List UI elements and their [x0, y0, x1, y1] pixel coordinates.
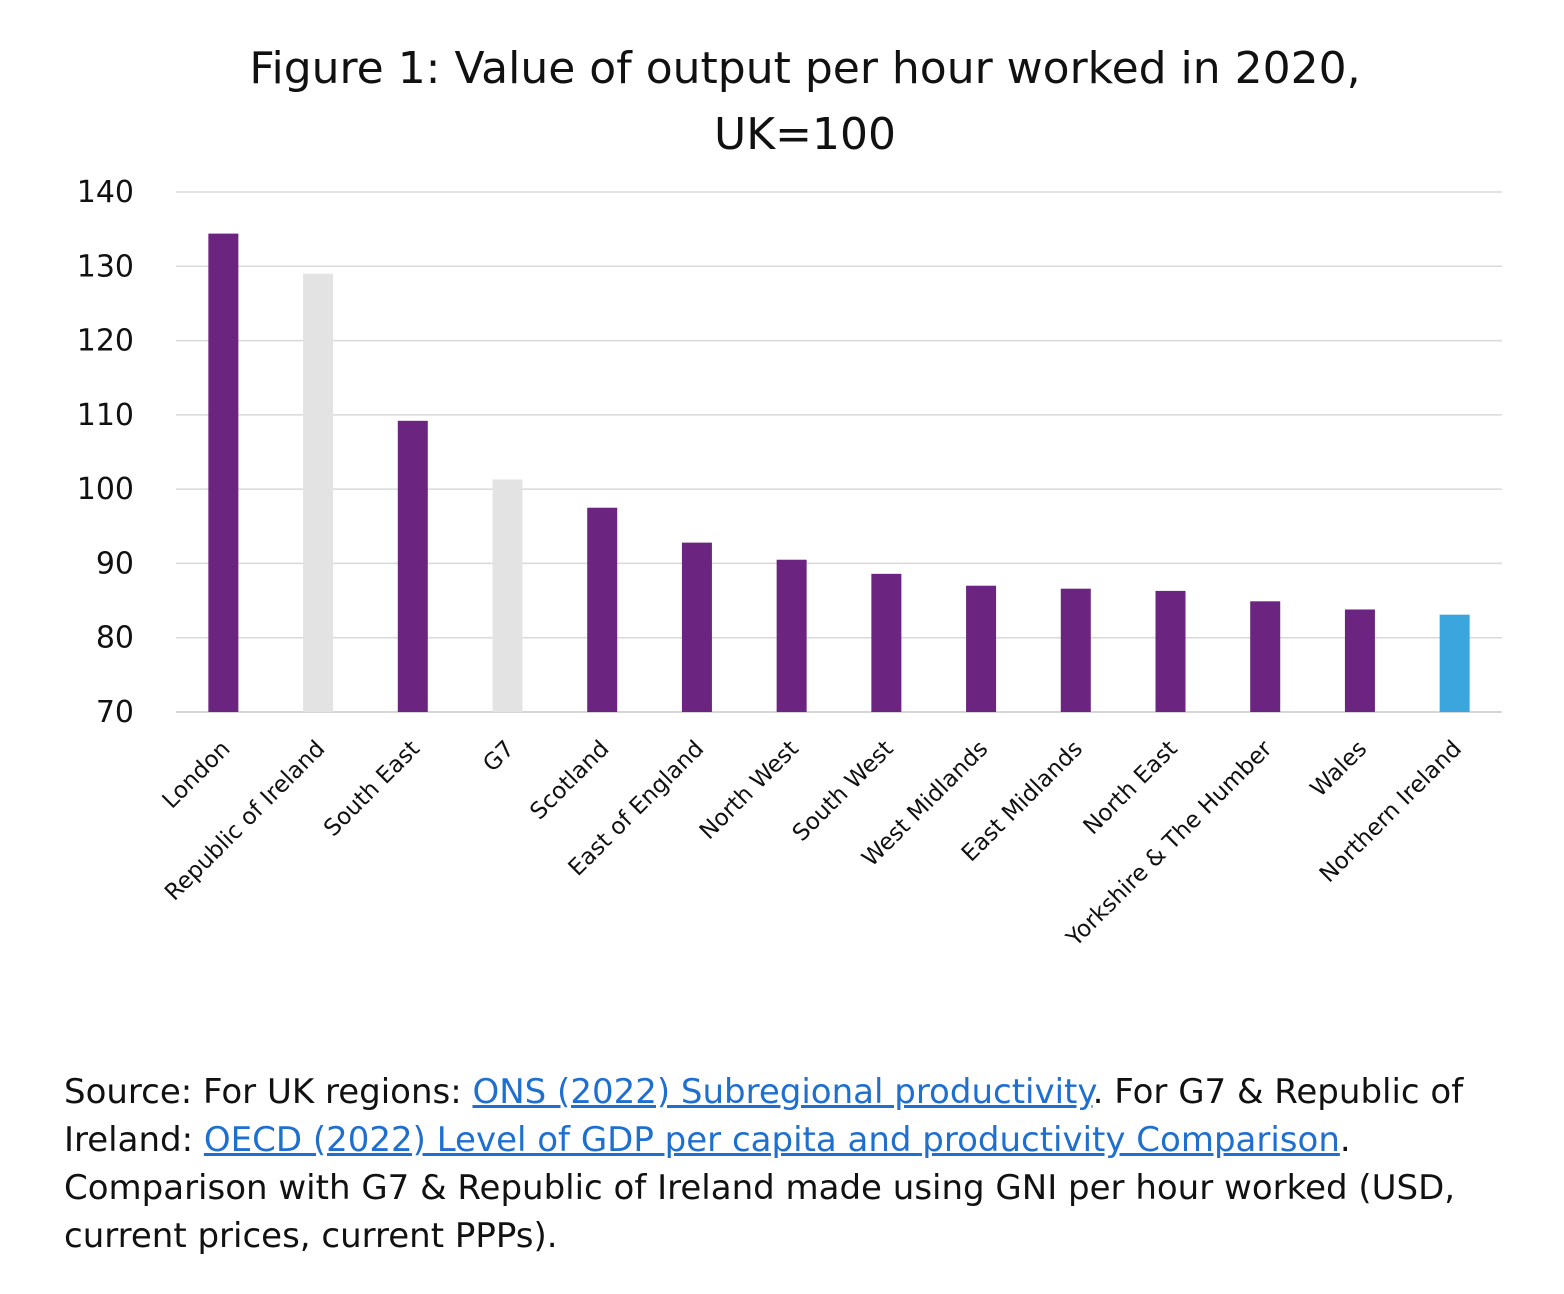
y-tick-label: 70 — [96, 695, 134, 730]
oecd-source-link[interactable]: OECD (2022) Level of GDP per capita and … — [203, 1120, 1340, 1160]
bar-east-of-england — [681, 542, 712, 712]
bar-north-east — [1155, 590, 1186, 712]
y-axis-ticks: 70 80 90 100 110 120 130 140 — [77, 175, 134, 730]
x-tick-label: Wales — [1306, 736, 1372, 802]
bar-yorkshire-the-humber — [1250, 601, 1281, 712]
bar-london — [208, 233, 239, 712]
source-prefix: Source: For UK regions: — [64, 1072, 473, 1112]
chart-title-line-2: UK=100 — [714, 109, 896, 160]
y-tick-label: 120 — [77, 324, 134, 359]
x-tick-label: South East — [319, 736, 425, 842]
bar-west-midlands — [966, 585, 997, 712]
gridlines — [176, 191, 1502, 713]
bar-south-west — [871, 573, 902, 712]
y-tick-label: 110 — [77, 398, 134, 433]
bar-wales — [1344, 609, 1375, 712]
source-suffix: . Comparison with G7 & Republic of Irela… — [64, 1120, 1456, 1256]
source-middle: . For G7 & Republic of Ireland: — [64, 1072, 1464, 1160]
ons-source-link[interactable]: ONS (2022) Subregional productivity — [472, 1072, 1093, 1112]
bar-scotland — [587, 507, 618, 712]
bars — [208, 233, 1470, 712]
y-tick-label: 130 — [77, 249, 134, 284]
chart-title-line-1: Figure 1: Value of output per hour worke… — [249, 43, 1361, 94]
x-tick-label: North East — [1079, 736, 1183, 840]
bar-south-east — [397, 420, 428, 712]
x-tick-label: G7 — [478, 736, 519, 777]
bar-north-west — [776, 559, 807, 712]
bar-east-midlands — [1060, 588, 1091, 712]
bar-republic-of-ireland — [303, 273, 334, 712]
chart-title: Figure 1: Value of output per hour worke… — [0, 36, 1564, 168]
y-tick-label: 100 — [77, 472, 134, 507]
y-tick-label: 90 — [96, 546, 134, 581]
x-tick-label: Scotland — [525, 736, 614, 825]
x-tick-label: Yorkshire & The Humber — [1061, 735, 1278, 952]
y-tick-label: 80 — [96, 621, 134, 656]
x-tick-label: Republic of Ireland — [160, 736, 330, 906]
bar-northern-ireland — [1439, 614, 1470, 712]
source-note: Source: For UK regions: ONS (2022) Subre… — [64, 1068, 1504, 1260]
bar-g7 — [492, 479, 523, 712]
x-tick-label: London — [158, 736, 236, 814]
y-tick-label: 140 — [77, 175, 134, 210]
